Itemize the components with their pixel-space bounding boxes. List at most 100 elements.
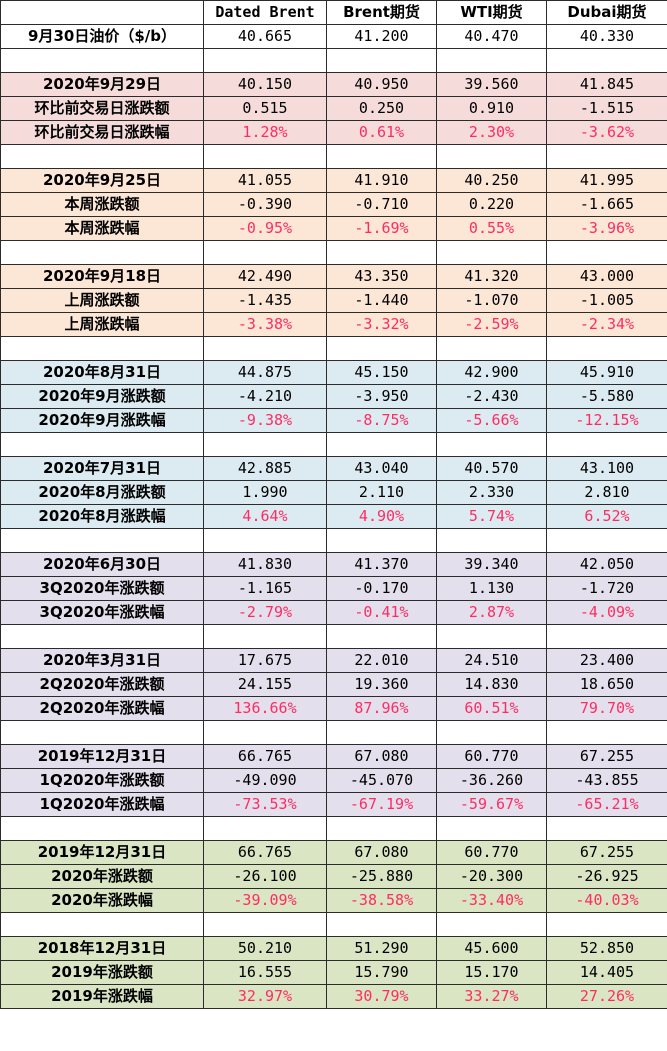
cell-value: 45.910 bbox=[546, 360, 667, 385]
cell-value: -43.855 bbox=[546, 768, 667, 793]
row-label: 9月30日油价（$/b） bbox=[0, 24, 204, 49]
cell-value: 43.350 bbox=[326, 264, 437, 289]
table-row: 2020年9月涨跌额 -4.210 -3.950 -2.430 -5.580 bbox=[0, 384, 667, 409]
cell-value: -9.38% bbox=[203, 408, 327, 433]
cell-value: 42.050 bbox=[546, 552, 667, 577]
cell-value: -2.430 bbox=[436, 384, 547, 409]
row-label: 本周涨跌幅 bbox=[0, 216, 204, 241]
cell-value: 40.665 bbox=[203, 24, 327, 49]
cell-value: 40.330 bbox=[546, 24, 667, 49]
cell-value: 2.110 bbox=[326, 480, 437, 505]
cell-value: -1.515 bbox=[546, 96, 667, 121]
cell-value: 41.370 bbox=[326, 552, 437, 577]
cell-value: 5.74% bbox=[436, 504, 547, 529]
cell-value: 19.360 bbox=[326, 672, 437, 697]
cell-value: 66.765 bbox=[203, 744, 327, 769]
cell-value: 23.400 bbox=[546, 648, 667, 673]
cell-value: 41.200 bbox=[326, 24, 437, 49]
cell-value: 51.290 bbox=[326, 936, 437, 961]
spacer-cell bbox=[326, 624, 437, 649]
cell-value: 2.87% bbox=[436, 600, 547, 625]
cell-value: -5.66% bbox=[436, 408, 547, 433]
cell-value: 30.79% bbox=[326, 984, 437, 1009]
spacer-cell bbox=[326, 720, 437, 745]
cell-value: -2.59% bbox=[436, 312, 547, 337]
table-row: 2019年涨跌幅 32.97% 30.79% 33.27% 27.26% bbox=[0, 984, 667, 1009]
spacer-cell bbox=[436, 240, 547, 265]
row-label: 2020年9月29日 bbox=[0, 72, 204, 97]
cell-value: 6.52% bbox=[546, 504, 667, 529]
spacer-row bbox=[0, 624, 667, 649]
cell-value: 66.765 bbox=[203, 840, 327, 865]
cell-value: -1.005 bbox=[546, 288, 667, 313]
spacer-cell bbox=[436, 48, 547, 73]
spacer-cell bbox=[436, 144, 547, 169]
row-label: 2020年8月31日 bbox=[0, 360, 204, 385]
cell-value: -1.720 bbox=[546, 576, 667, 601]
cell-value: 0.220 bbox=[436, 192, 547, 217]
cell-value: 45.600 bbox=[436, 936, 547, 961]
table-row: 2019年涨跌额 16.555 15.790 15.170 14.405 bbox=[0, 960, 667, 985]
table-row: 2020年6月30日 41.830 41.370 39.340 42.050 bbox=[0, 552, 667, 577]
spacer-cell bbox=[0, 912, 204, 937]
spacer-row bbox=[0, 432, 667, 457]
row-label: 2020年9月25日 bbox=[0, 168, 204, 193]
table-row: 2020年9月29日 40.150 40.950 39.560 41.845 bbox=[0, 72, 667, 97]
cell-value: 16.555 bbox=[203, 960, 327, 985]
cell-value: -40.03% bbox=[546, 888, 667, 913]
row-label: 2020年7月31日 bbox=[0, 456, 204, 481]
row-label: 上周涨跌额 bbox=[0, 288, 204, 313]
cell-value: 41.320 bbox=[436, 264, 547, 289]
row-label: 1Q2020年涨跌幅 bbox=[0, 792, 204, 817]
cell-value: 60.770 bbox=[436, 840, 547, 865]
spacer-cell bbox=[0, 816, 204, 841]
row-label: 1Q2020年涨跌额 bbox=[0, 768, 204, 793]
header-cell-dated-brent: Dated Brent bbox=[203, 0, 327, 25]
cell-value: 40.470 bbox=[436, 24, 547, 49]
cell-value: 15.170 bbox=[436, 960, 547, 985]
cell-value: 40.950 bbox=[326, 72, 437, 97]
cell-value: 39.560 bbox=[436, 72, 547, 97]
table-row: 上周涨跌幅 -3.38% -3.32% -2.59% -2.34% bbox=[0, 312, 667, 337]
table-row: 环比前交易日涨跌额 0.515 0.250 0.910 -1.515 bbox=[0, 96, 667, 121]
cell-value: 44.875 bbox=[203, 360, 327, 385]
cell-value: 67.080 bbox=[326, 744, 437, 769]
cell-value: -26.100 bbox=[203, 864, 327, 889]
cell-value: 2.810 bbox=[546, 480, 667, 505]
cell-value: 136.66% bbox=[203, 696, 327, 721]
row-label: 2019年12月31日 bbox=[0, 744, 204, 769]
cell-value: -0.41% bbox=[326, 600, 437, 625]
row-label: 2019年涨跌额 bbox=[0, 960, 204, 985]
spacer-cell bbox=[436, 816, 547, 841]
spacer-cell bbox=[436, 432, 547, 457]
table-row: 2Q2020年涨跌幅 136.66% 87.96% 60.51% 79.70% bbox=[0, 696, 667, 721]
cell-value: 0.250 bbox=[326, 96, 437, 121]
spacer-row bbox=[0, 912, 667, 937]
header-cell-wti-futures: WTI期货 bbox=[436, 0, 547, 25]
cell-value: 33.27% bbox=[436, 984, 547, 1009]
cell-value: 0.55% bbox=[436, 216, 547, 241]
row-label: 2020年涨跌额 bbox=[0, 864, 204, 889]
row-label: 2Q2020年涨跌幅 bbox=[0, 696, 204, 721]
cell-value: -3.950 bbox=[326, 384, 437, 409]
cell-value: 24.510 bbox=[436, 648, 547, 673]
spacer-cell bbox=[326, 912, 437, 937]
table-row: 2020年涨跌额 -26.100 -25.880 -20.300 -26.925 bbox=[0, 864, 667, 889]
spacer-cell bbox=[436, 624, 547, 649]
cell-value: 40.570 bbox=[436, 456, 547, 481]
spacer-cell bbox=[546, 432, 667, 457]
header-cell-corner bbox=[0, 0, 204, 25]
cell-value: -4.09% bbox=[546, 600, 667, 625]
cell-value: 14.830 bbox=[436, 672, 547, 697]
cell-value: 43.000 bbox=[546, 264, 667, 289]
cell-value: 4.64% bbox=[203, 504, 327, 529]
cell-value: -33.40% bbox=[436, 888, 547, 913]
table-row: 2020年涨跌幅 -39.09% -38.58% -33.40% -40.03% bbox=[0, 888, 667, 913]
row-label: 2020年9月18日 bbox=[0, 264, 204, 289]
spacer-cell bbox=[546, 816, 667, 841]
cell-value: -1.69% bbox=[326, 216, 437, 241]
table-row: 3Q2020年涨跌幅 -2.79% -0.41% 2.87% -4.09% bbox=[0, 600, 667, 625]
row-label: 上周涨跌幅 bbox=[0, 312, 204, 337]
spacer-row bbox=[0, 720, 667, 745]
cell-value: 42.490 bbox=[203, 264, 327, 289]
